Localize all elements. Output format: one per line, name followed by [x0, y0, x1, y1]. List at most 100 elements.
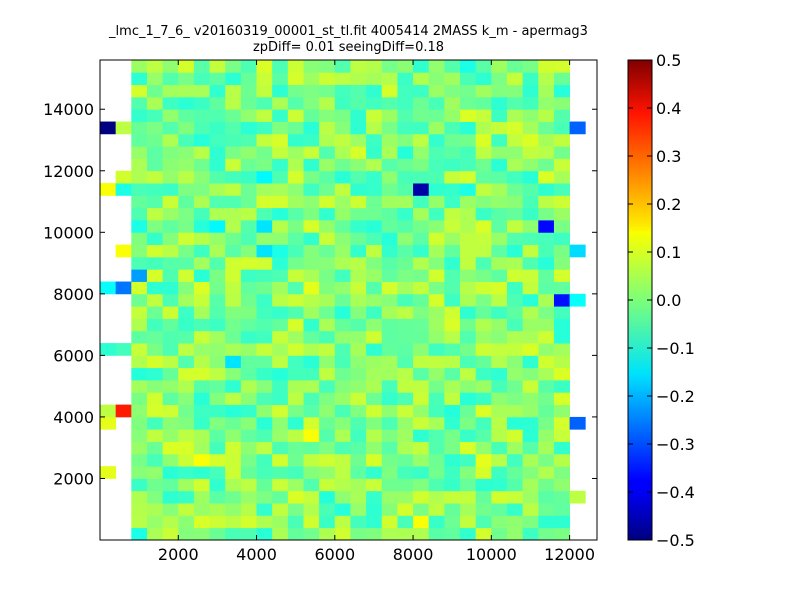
heatmap-cell — [413, 404, 430, 418]
heatmap-cell — [319, 256, 336, 270]
heatmap-cell — [538, 244, 555, 258]
heatmap-cell — [319, 121, 336, 135]
heatmap-cell — [146, 367, 164, 381]
heatmap-cell — [538, 133, 555, 147]
heatmap-cell — [303, 380, 320, 393]
heatmap-cell — [272, 392, 289, 406]
heatmap-cell — [569, 244, 586, 258]
heatmap-cell — [428, 72, 445, 86]
heatmap-cell — [209, 503, 226, 516]
heatmap-cell — [553, 380, 571, 393]
heatmap-cell — [178, 158, 195, 172]
heatmap-cell — [491, 404, 508, 418]
heatmap-cell — [178, 220, 195, 233]
heatmap-cell — [131, 72, 148, 86]
heatmap-cell — [162, 146, 179, 159]
heatmap-cell — [506, 121, 524, 135]
heatmap-cell — [209, 466, 226, 479]
heatmap-cell — [413, 429, 430, 442]
heatmap-cell — [334, 96, 351, 110]
heatmap-cell — [131, 416, 148, 430]
heatmap-cell — [381, 72, 398, 86]
heatmap-cell — [506, 269, 524, 282]
heatmap-cell — [475, 515, 492, 529]
colorbar-tick-label: 0.1 — [656, 243, 681, 262]
heatmap-cell — [240, 355, 257, 369]
heatmap-cell — [538, 158, 555, 172]
heatmap-cell — [193, 84, 210, 98]
heatmap-cell — [287, 207, 304, 221]
heatmap-cell — [381, 429, 398, 442]
heatmap-cell — [178, 281, 195, 295]
heatmap-cell — [381, 441, 398, 455]
heatmap-cell — [350, 453, 367, 467]
heatmap-cell — [178, 207, 195, 221]
heatmap-cell — [569, 416, 586, 430]
heatmap-cell — [178, 318, 195, 332]
heatmap-cell — [350, 232, 367, 246]
heatmap-cell — [553, 60, 571, 73]
heatmap-cell — [366, 392, 383, 406]
heatmap-cell — [475, 404, 492, 418]
heatmap-cell — [319, 441, 336, 455]
heatmap-cell — [272, 441, 289, 455]
heatmap-cell — [460, 380, 477, 393]
heatmap-cell — [397, 380, 414, 393]
heatmap-cell — [491, 441, 508, 455]
heatmap-cell — [225, 527, 242, 541]
heatmap-cell — [522, 318, 539, 332]
heatmap-cell — [131, 343, 148, 356]
heatmap-cell — [350, 60, 367, 73]
heatmap-cell — [428, 195, 445, 209]
heatmap-cell — [146, 84, 164, 98]
heatmap-cell — [287, 503, 304, 516]
heatmap-cell — [334, 133, 351, 147]
heatmap-cell — [303, 429, 320, 442]
heatmap-cell — [209, 195, 226, 209]
heatmap-cell — [319, 60, 336, 73]
y-tick-label: 4000 — [53, 408, 94, 427]
heatmap-cell — [240, 109, 257, 122]
heatmap-cell — [209, 367, 226, 381]
colorbar-tick-label: −0.5 — [656, 531, 695, 550]
heatmap-cell — [444, 293, 461, 307]
heatmap-cell — [381, 330, 398, 344]
heatmap-cell — [240, 367, 257, 381]
heatmap-cell — [460, 207, 477, 221]
heatmap-cell — [287, 429, 304, 442]
heatmap-cell — [553, 416, 571, 430]
heatmap-cell — [240, 84, 257, 98]
heatmap-cell — [256, 170, 273, 184]
heatmap-cell — [475, 281, 492, 295]
heatmap-cell — [272, 380, 289, 393]
heatmap-cell — [256, 84, 273, 98]
heatmap-cell — [272, 183, 289, 196]
heatmap-cell — [256, 318, 273, 332]
heatmap-cell — [303, 84, 320, 98]
heatmap-cell — [506, 343, 524, 356]
heatmap-cell — [334, 515, 351, 529]
heatmap-cell — [397, 367, 414, 381]
heatmap-cell — [475, 158, 492, 172]
heatmap-cell — [522, 158, 539, 172]
heatmap-cell — [444, 429, 461, 442]
heatmap-cell — [162, 441, 179, 455]
heatmap-cell — [131, 170, 148, 184]
colorbar-tick-label: 0.4 — [656, 99, 681, 118]
heatmap-cell — [553, 84, 571, 98]
heatmap-cell — [538, 256, 555, 270]
heatmap-cell — [413, 244, 430, 258]
heatmap-cell — [475, 318, 492, 332]
heatmap-cell — [225, 146, 242, 159]
heatmap-cell — [162, 183, 179, 196]
heatmap-cell — [444, 232, 461, 246]
heatmap-cell — [522, 281, 539, 295]
heatmap-cell — [334, 367, 351, 381]
heatmap-cell — [162, 306, 179, 319]
heatmap-cell — [131, 84, 148, 98]
heatmap-cell — [287, 453, 304, 467]
heatmap-cell — [475, 207, 492, 221]
heatmap-cell — [460, 343, 477, 356]
colorbar-tick-label: 0.5 — [656, 51, 681, 70]
heatmap-cell — [319, 96, 336, 110]
